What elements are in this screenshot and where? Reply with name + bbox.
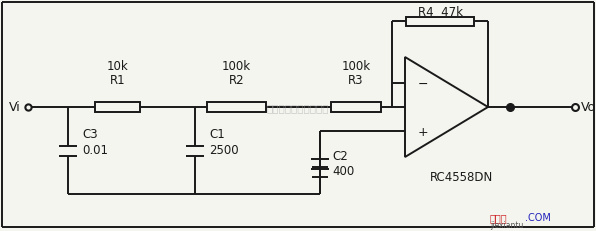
Text: 100k: 100k xyxy=(222,59,251,72)
Text: +: + xyxy=(418,125,429,138)
Text: .COM: .COM xyxy=(525,212,551,222)
Bar xyxy=(406,17,474,26)
Text: Vo: Vo xyxy=(581,101,596,114)
Text: 接线图: 接线图 xyxy=(490,212,508,222)
Text: −: − xyxy=(418,77,429,90)
Text: jiexiantu: jiexiantu xyxy=(490,221,523,230)
Text: 0.01: 0.01 xyxy=(82,143,108,156)
Text: 10k: 10k xyxy=(107,59,128,72)
Text: 2500: 2500 xyxy=(209,143,238,156)
Bar xyxy=(207,103,266,112)
Text: Vi: Vi xyxy=(10,101,21,114)
Text: R3: R3 xyxy=(348,73,364,86)
Bar xyxy=(95,103,140,112)
Bar xyxy=(331,103,381,112)
Text: C3: C3 xyxy=(82,127,98,140)
Text: 400: 400 xyxy=(332,165,354,178)
Text: R2: R2 xyxy=(229,73,244,86)
Text: R4  47k: R4 47k xyxy=(418,6,462,18)
Text: C1: C1 xyxy=(209,127,225,140)
Text: R1: R1 xyxy=(110,73,125,86)
Text: 杭州蒋睿科技有限公司: 杭州蒋睿科技有限公司 xyxy=(267,103,329,112)
Text: C2: C2 xyxy=(332,150,347,163)
Text: RC4558DN: RC4558DN xyxy=(430,171,493,184)
Polygon shape xyxy=(405,58,488,157)
Text: 100k: 100k xyxy=(342,59,371,72)
